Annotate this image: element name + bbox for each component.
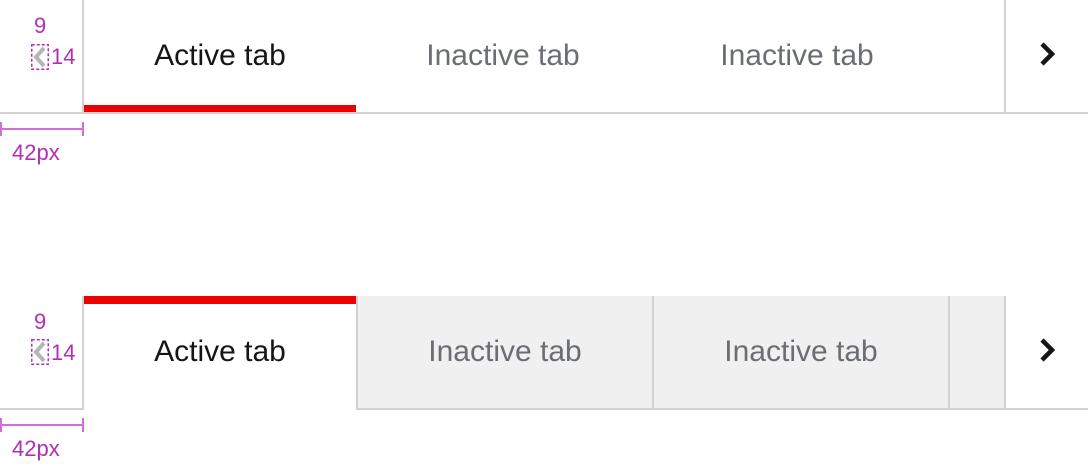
tabs-baseline (356, 408, 1088, 410)
button-width-annotation: 42px (12, 140, 60, 165)
dimension-line (0, 128, 83, 130)
dimension-line (0, 424, 83, 426)
tab-label: Inactive tab (428, 335, 582, 368)
active-tab-indicator (84, 105, 356, 113)
tabs-baseline-left (0, 408, 84, 410)
tabs-example-underline: 9 14 Active tab Inactive tab Inactive ta… (0, 0, 1088, 164)
active-tab-indicator (84, 296, 356, 304)
tab-label: Inactive tab (724, 335, 878, 368)
scroll-left-divider (82, 296, 84, 409)
dimension-tick-left (0, 122, 2, 136)
dimension-tick-right (82, 122, 84, 136)
tabs-baseline (0, 112, 1088, 114)
dimension-tick-left (0, 418, 2, 432)
chevron-left-icon (31, 339, 49, 365)
tab-inactive-1[interactable]: Inactive tab (356, 296, 652, 408)
icon-width-annotation: 9 (34, 13, 47, 38)
tab-label: Active tab (154, 335, 286, 368)
tab-active[interactable]: Active tab (84, 0, 356, 112)
tab-label: Inactive tab (720, 39, 874, 72)
tab-content: Inactive tab (654, 296, 948, 408)
dimension-tick-right (82, 418, 84, 432)
tab-content: Inactive tab (358, 296, 652, 408)
chevron-right-icon (1037, 336, 1057, 369)
tab-active[interactable]: Active tab (84, 296, 356, 408)
tab-inactive-2[interactable]: Inactive tab (650, 0, 944, 112)
tab-label: Inactive tab (426, 39, 580, 72)
tab-inactive-1[interactable]: Inactive tab (356, 0, 650, 112)
tab-overflow-partial (948, 296, 1006, 408)
scroll-right-divider (1004, 0, 1006, 113)
button-width-annotation: 42px (12, 436, 60, 461)
tab-inactive-2[interactable]: Inactive tab (652, 296, 948, 408)
tab-label: Active tab (154, 39, 286, 72)
icon-height-annotation: 14 (51, 44, 76, 69)
scroll-left-divider (82, 0, 84, 113)
icon-width-annotation: 9 (34, 309, 47, 334)
scroll-right-button[interactable] (1006, 0, 1088, 112)
scroll-right-button[interactable] (1004, 296, 1088, 408)
icon-height-annotation: 14 (51, 340, 76, 365)
chevron-right-icon (1037, 40, 1057, 73)
chevron-left-icon (31, 44, 49, 70)
